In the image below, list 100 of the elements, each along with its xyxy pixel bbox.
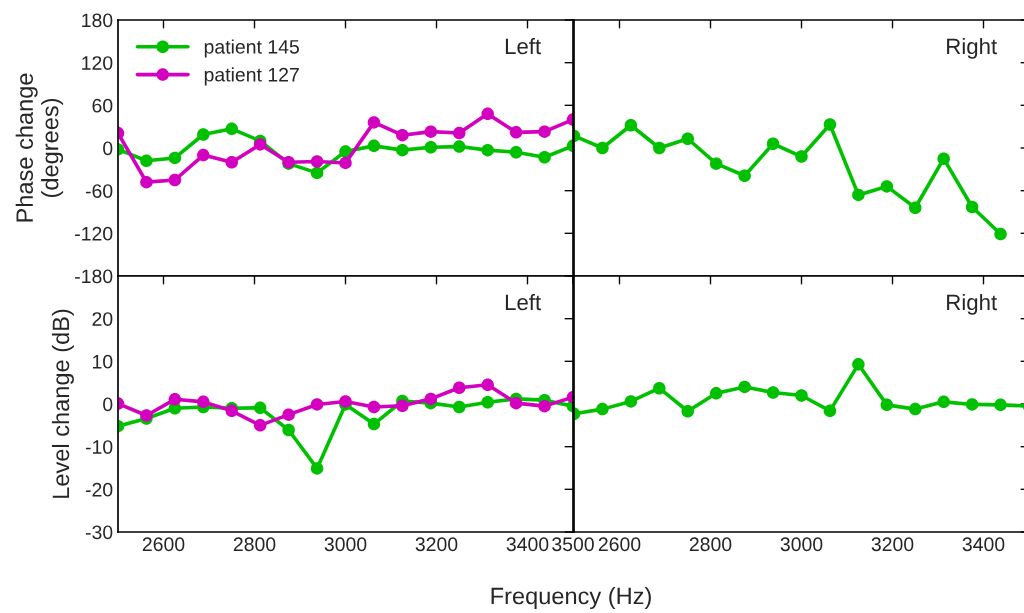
- x-tick-label: 3200: [415, 537, 458, 552]
- point: [766, 137, 780, 150]
- y-tick-label: -30: [85, 525, 113, 540]
- point: [538, 150, 551, 164]
- point: [310, 398, 324, 411]
- point: [197, 148, 210, 162]
- y-tick-label: 120: [82, 56, 113, 70]
- point: [624, 395, 638, 408]
- point: [538, 125, 551, 138]
- point: [795, 389, 808, 402]
- point: [937, 395, 950, 409]
- x-tick-label: 3000: [780, 537, 823, 552]
- point: [509, 146, 523, 159]
- point: [481, 143, 494, 157]
- point: [253, 401, 267, 415]
- point: [880, 398, 894, 412]
- point: [197, 128, 210, 141]
- point: [310, 166, 324, 180]
- point: [766, 386, 780, 399]
- point: [453, 140, 466, 153]
- point: [367, 116, 381, 129]
- y-tick-label: -20: [85, 482, 113, 497]
- point: [994, 398, 1007, 412]
- point: [823, 118, 837, 131]
- point: [596, 402, 609, 416]
- point: [738, 380, 751, 394]
- point: [367, 139, 381, 153]
- point: [424, 392, 438, 406]
- point: [852, 358, 865, 371]
- point: [681, 132, 694, 146]
- point: [965, 200, 979, 214]
- point: [937, 152, 950, 165]
- point: [424, 141, 438, 154]
- point: [424, 125, 438, 138]
- point: [225, 155, 238, 169]
- point: [653, 141, 666, 155]
- y-tick-label: 20: [92, 312, 113, 326]
- x-tick-label: 3200: [871, 537, 914, 552]
- point: [310, 155, 324, 168]
- point: [795, 150, 808, 163]
- point: [282, 423, 295, 437]
- x-tick-label: 2800: [233, 537, 276, 552]
- point: [653, 381, 666, 395]
- point: [481, 396, 494, 409]
- point: [140, 154, 153, 168]
- point: [481, 378, 494, 392]
- point: [282, 408, 295, 421]
- y-tick-label: -60: [85, 184, 113, 198]
- point: [367, 417, 381, 431]
- point: [823, 404, 837, 418]
- x-tick-label: 2800: [689, 537, 732, 552]
- point: [367, 400, 381, 414]
- point: [339, 156, 352, 170]
- point: [168, 173, 182, 187]
- point: [396, 143, 409, 157]
- annotation: Right: [947, 37, 997, 59]
- point: [909, 402, 922, 416]
- point: [453, 400, 466, 414]
- point: [168, 151, 182, 165]
- x-tick-label: 3000: [324, 537, 367, 552]
- point: [994, 227, 1007, 241]
- point: [509, 396, 523, 410]
- annotation: Right: [947, 293, 997, 315]
- y-axis-title: Level change (dB): [51, 309, 74, 498]
- point: [709, 387, 723, 400]
- point: [481, 107, 494, 121]
- point: [453, 126, 466, 140]
- y-tick-label: 0: [103, 397, 113, 412]
- y-tick-label: 0: [103, 141, 113, 156]
- point: [253, 138, 267, 151]
- point: [709, 157, 723, 170]
- point: [310, 462, 324, 475]
- annotation: Left: [505, 37, 541, 55]
- point: [253, 419, 267, 432]
- point: [396, 128, 409, 142]
- y-tick-label: 10: [93, 354, 113, 369]
- legend-label: patient 127: [204, 67, 299, 86]
- y-tick-label: -120: [75, 226, 113, 241]
- point: [738, 169, 751, 182]
- x-tick-label: 2600: [598, 537, 641, 552]
- point: [624, 118, 638, 132]
- point: [596, 141, 609, 155]
- point: [168, 393, 182, 406]
- annotation: Left: [505, 293, 541, 311]
- point: [880, 180, 894, 193]
- x-tick-label: 3400: [962, 537, 1005, 552]
- y-axis-title: Phase change (degrees): [15, 73, 64, 222]
- point: [909, 201, 922, 214]
- point: [852, 188, 865, 202]
- point: [965, 398, 979, 411]
- point: [396, 399, 409, 412]
- y-tick-label: -180: [75, 269, 113, 284]
- y-tick-label: 60: [92, 98, 113, 113]
- x-tick-label: 2600: [142, 537, 185, 552]
- point: [538, 399, 551, 413]
- point: [453, 381, 466, 395]
- point: [225, 122, 238, 136]
- point: [140, 175, 153, 189]
- y-tick-label: 180: [82, 13, 113, 28]
- point: [197, 395, 210, 409]
